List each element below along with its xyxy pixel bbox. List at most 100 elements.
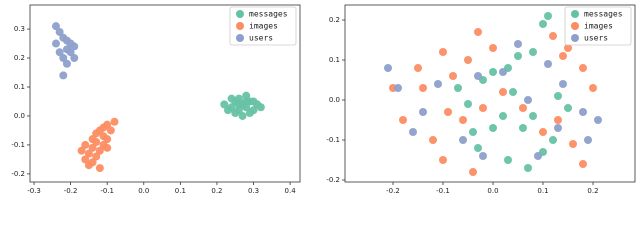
scatter-point [444, 108, 452, 116]
legend-label: users [249, 34, 273, 43]
scatter-point [84, 149, 93, 158]
scatter-point [70, 54, 79, 63]
y-tick-label: 0.2 [329, 16, 340, 24]
scatter-point [554, 124, 562, 132]
scatter-point [539, 20, 547, 28]
scatter-point [464, 56, 472, 64]
scatter-point [559, 52, 567, 60]
x-tick-label: 0.0 [487, 187, 498, 195]
scatter-point [579, 64, 587, 72]
scatter-point [469, 128, 477, 136]
legend-label: messages [249, 10, 288, 19]
scatter-point [554, 116, 562, 124]
scatter-point [242, 91, 251, 100]
y-tick-label: 0.0 [329, 96, 340, 104]
scatter-point [227, 94, 236, 103]
scatter-point [514, 52, 522, 60]
figure: -0.3 -0.2 -0.1 0.0 0.1 0.2 0.3 0.4 -0.2 -0.1 0.0 0.… [11, 4, 636, 195]
scatter-point [489, 68, 497, 76]
legend-box [564, 6, 632, 46]
x-tick-label: 0.1 [175, 187, 186, 195]
scatter-point [514, 40, 522, 48]
scatter-point [419, 108, 427, 116]
scatter-point [579, 108, 587, 116]
x-tick-label: -0.2 [64, 187, 78, 195]
scatter-point [594, 116, 602, 124]
scatter-point [529, 48, 537, 56]
scatter-point [439, 48, 447, 56]
scatter-point [223, 106, 232, 115]
scatter-point [106, 126, 115, 135]
y-tick-label: -0.2 [326, 176, 340, 184]
x-tick-label: -0.3 [27, 187, 41, 195]
scatter-point [77, 146, 86, 155]
y-tick-label: 0.3 [14, 25, 25, 33]
scatter-point [474, 28, 482, 36]
y-tick-label: 0.1 [14, 83, 25, 91]
scatter-point [464, 100, 472, 108]
legend-box [229, 6, 297, 46]
scatter-point [524, 96, 532, 104]
scatter-point [242, 97, 251, 106]
scatter-point [544, 12, 552, 20]
scatter-point [539, 128, 547, 136]
y-tick-label: -0.2 [11, 170, 25, 178]
scatter-point [434, 80, 442, 88]
scatter-point [519, 104, 527, 112]
x-tick-label: 0.2 [211, 187, 222, 195]
scatter-point [439, 156, 447, 164]
scatter-point [584, 136, 592, 144]
y-tick-label: 0.0 [14, 112, 25, 120]
scatter-point [70, 42, 79, 51]
page: {"chart_data": [ {"type": "scatter", "le… [11, 4, 636, 195]
scatter-point [62, 45, 71, 54]
scatter-point [51, 39, 60, 48]
scatter-point [62, 59, 71, 68]
scatter-point [479, 152, 487, 160]
plot-frame [344, 4, 636, 183]
scatter-point [554, 92, 562, 100]
scatter-point [234, 94, 243, 103]
y-tick-label: 0.1 [329, 56, 340, 64]
scatter-point [384, 64, 392, 72]
scatter-point [509, 88, 517, 96]
scatter-point [88, 135, 97, 144]
scatter-point [220, 100, 229, 109]
scatter-point [238, 111, 247, 120]
scatter-point [103, 135, 112, 144]
legend-marker [571, 10, 579, 18]
scatter-point [449, 72, 457, 80]
scatter-point [429, 136, 437, 144]
scatter-point [529, 112, 537, 120]
scatter-point [499, 68, 507, 76]
legend-label: messages [584, 10, 623, 19]
scatter-point [544, 60, 552, 68]
y-tick-label: -0.1 [11, 141, 25, 149]
x-tick-label: -0.1 [436, 187, 450, 195]
scatter-point [564, 44, 572, 52]
x-tick-label: 0.4 [285, 187, 297, 195]
scatter-point [579, 160, 587, 168]
legend-label: images [584, 22, 613, 31]
scatter-point [559, 80, 567, 88]
scatter-point [479, 104, 487, 112]
scatter-point [489, 124, 497, 132]
x-tick-label: 0.2 [587, 187, 598, 195]
scatter-point [549, 136, 557, 144]
scatter-point [524, 164, 532, 172]
legend-marker [571, 22, 579, 30]
x-tick-label: 0.0 [138, 187, 149, 195]
scatter-point [589, 84, 597, 92]
scatter-point [414, 64, 422, 72]
scatter-point [245, 109, 254, 118]
scatter-point [59, 71, 68, 80]
x-tick-label: 0.1 [537, 187, 548, 195]
scatter-point [399, 116, 407, 124]
scatter-point [549, 32, 557, 40]
legend-label: images [249, 22, 278, 31]
scatter-point [499, 88, 507, 96]
y-tick-label: -0.1 [326, 136, 340, 144]
scatter-point [55, 27, 64, 36]
scatter-point [564, 104, 572, 112]
scatter-point [459, 136, 467, 144]
